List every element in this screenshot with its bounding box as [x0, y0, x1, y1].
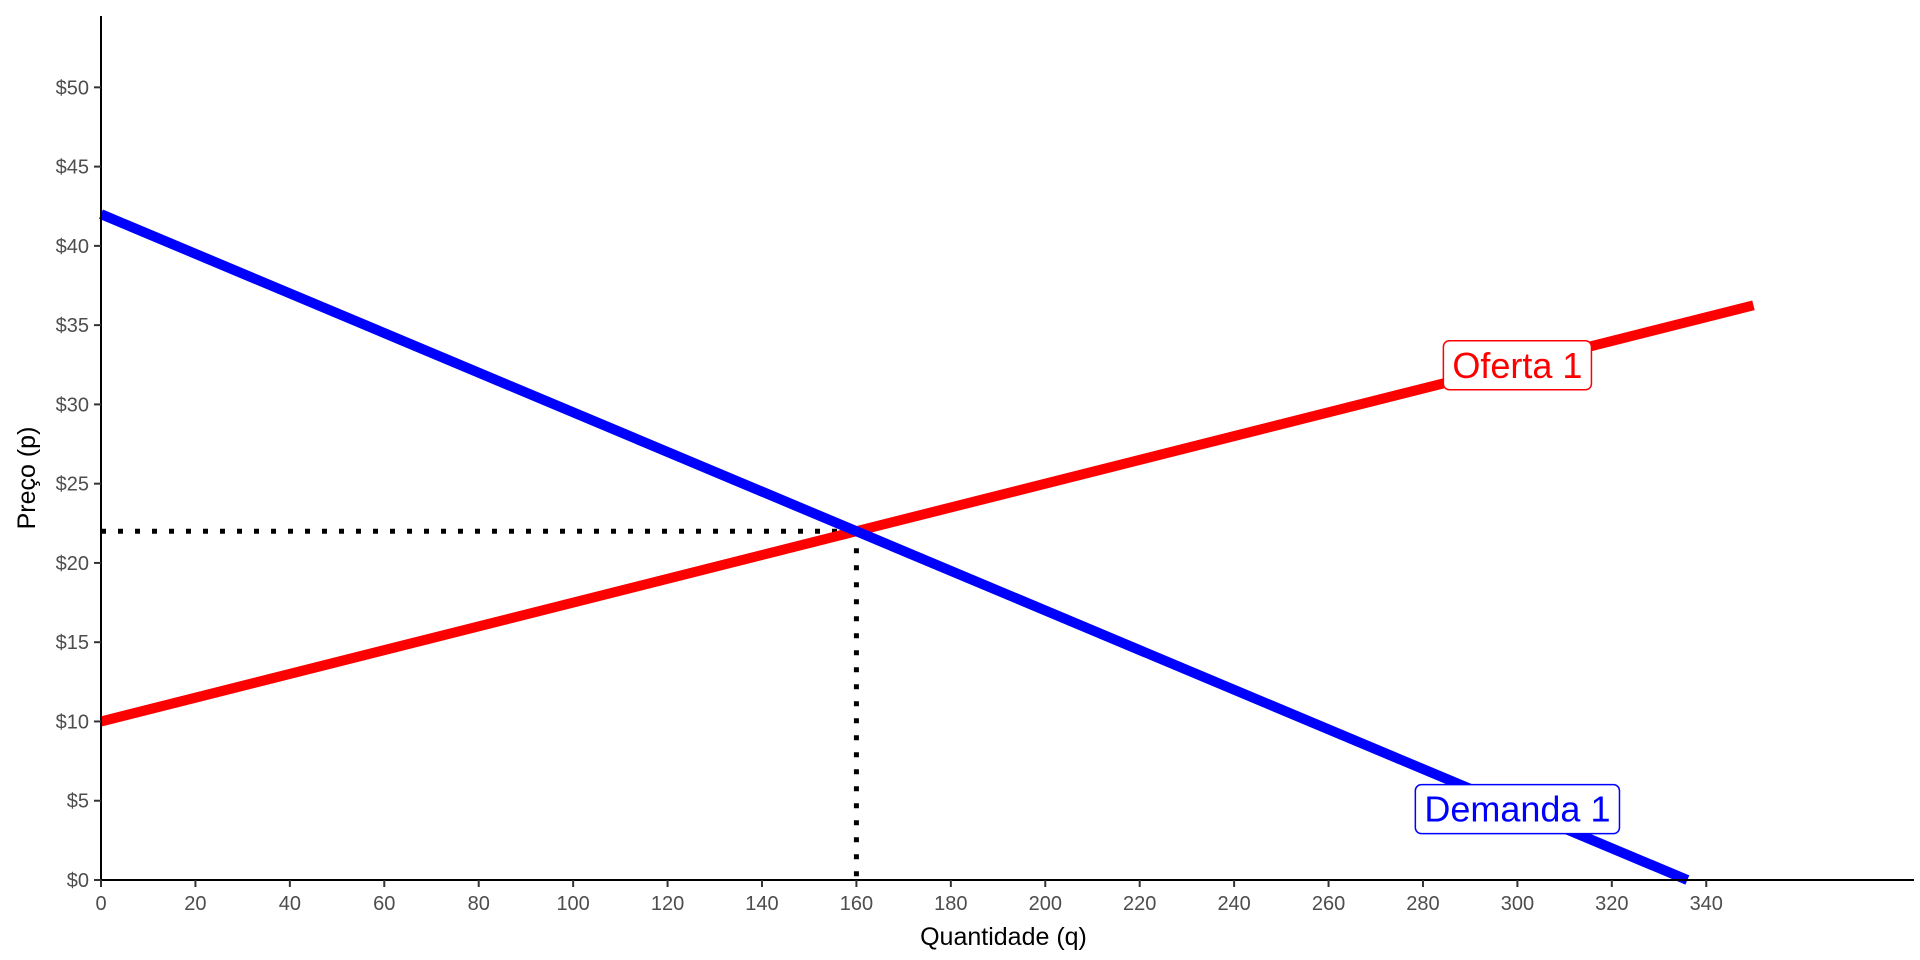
oferta-1-label-box [1442, 340, 1593, 391]
oferta-1-label: Oferta 1 [1442, 340, 1593, 391]
x-tick-label: 300 [1501, 893, 1534, 915]
y-tick-label: $0 [67, 870, 89, 892]
x-tick-label: 140 [745, 893, 778, 915]
x-tick-label: 180 [934, 893, 967, 915]
equilibrium-guides [101, 528, 859, 880]
x-tick-label: 340 [1690, 893, 1723, 915]
demanda-1-label-text: Demanda 1 [1424, 789, 1610, 830]
x-tick-label: 40 [279, 893, 301, 915]
y-axis-ticks: $0 $5 $10 $15 $20 $25 $30 $35 $40 $45 $50 [56, 77, 101, 892]
y-tick-label: $25 [56, 474, 89, 496]
x-axis-title: Quantidade (q) [920, 923, 1087, 951]
y-tick-label: $15 [56, 632, 89, 654]
x-tick-label: 60 [373, 893, 395, 915]
x-tick-label: 220 [1123, 893, 1156, 915]
oferta-1-label-text: Oferta 1 [1452, 345, 1582, 386]
y-tick-label: $20 [56, 553, 89, 575]
x-tick-label: 120 [651, 893, 684, 915]
series-lines [99, 209, 1755, 885]
x-tick-label: 320 [1595, 893, 1628, 915]
series-labels: Oferta 1 Demanda 1 [1414, 340, 1621, 835]
x-tick-label: 80 [468, 893, 490, 915]
y-tick-label: $35 [56, 315, 89, 337]
axes [100, 16, 1914, 881]
y-tick-label: $45 [56, 157, 89, 179]
demanda-1-label: Demanda 1 [1414, 783, 1621, 835]
y-tick-label: $30 [56, 394, 89, 416]
y-axis-title: Preço (p) [13, 427, 41, 530]
demanda-1-line [99, 209, 1690, 885]
y-tick-label: $5 [67, 791, 89, 813]
x-tick-label: 280 [1406, 893, 1439, 915]
x-tick-label: 0 [95, 893, 106, 915]
x-tick-label: 20 [184, 893, 206, 915]
y-tick-label: $10 [56, 711, 89, 733]
x-tick-label: 160 [840, 893, 873, 915]
x-axis-ticks: 0 20 40 60 80 100 120 140 160 180 200 220 240 260 280 3… [95, 880, 1723, 915]
y-tick-label: $50 [56, 77, 89, 99]
demanda-1-label-box [1414, 783, 1621, 835]
y-tick-label: $40 [56, 236, 89, 258]
x-tick-label: 240 [1217, 893, 1250, 915]
x-tick-label: 100 [556, 893, 589, 915]
x-tick-label: 260 [1312, 893, 1345, 915]
x-tick-label: 200 [1029, 893, 1062, 915]
